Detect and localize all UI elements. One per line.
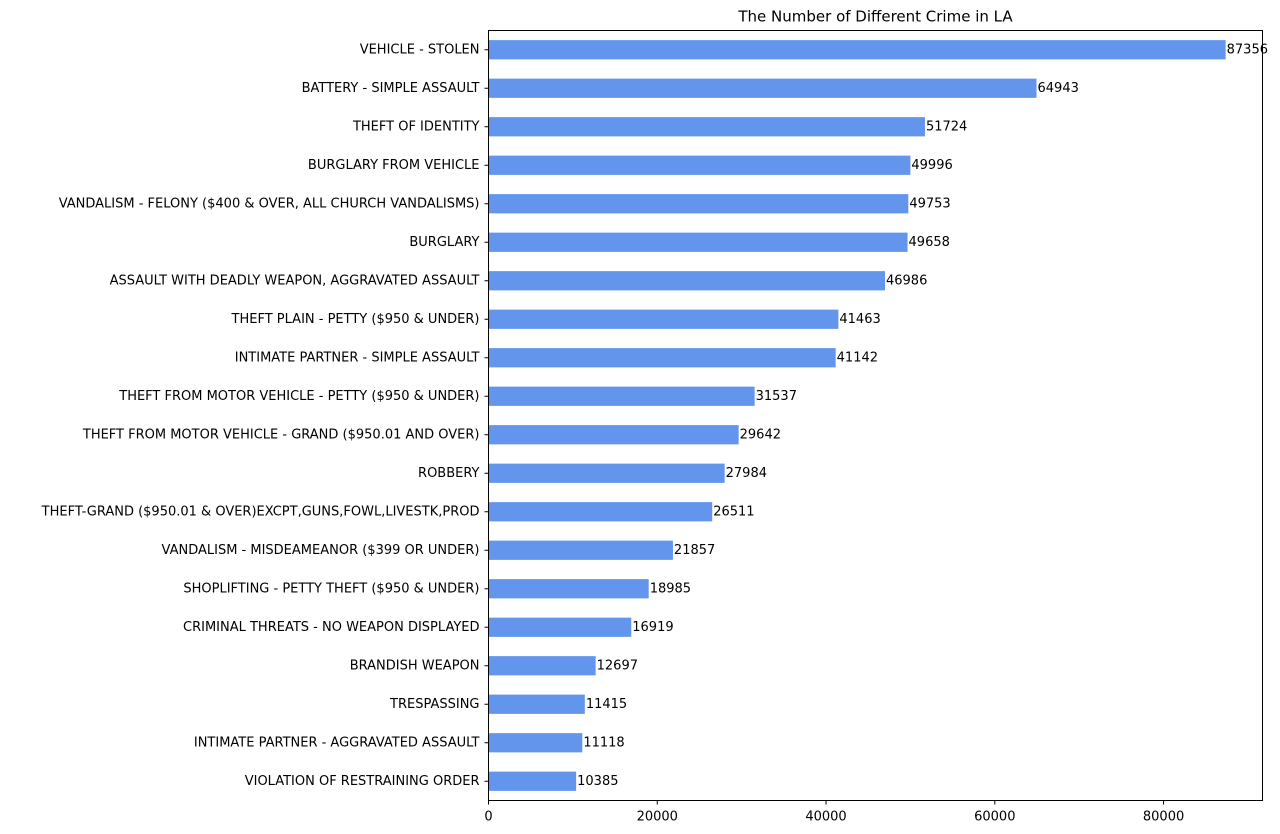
x-tick-label: 20000 bbox=[637, 810, 678, 825]
value-label: 64943 bbox=[1038, 81, 1079, 96]
bar bbox=[488, 617, 632, 637]
bars-group bbox=[488, 40, 1226, 791]
value-label: 87356 bbox=[1227, 42, 1268, 57]
category-label: THEFT FROM MOTOR VEHICLE - GRAND ($950.0… bbox=[82, 427, 480, 442]
value-label: 49658 bbox=[909, 235, 950, 250]
value-label: 29642 bbox=[740, 427, 781, 442]
category-label: THEFT PLAIN - PETTY ($950 & UNDER) bbox=[231, 312, 480, 327]
bar bbox=[488, 771, 577, 791]
bar bbox=[488, 232, 908, 252]
plot-frame bbox=[488, 30, 1263, 801]
x-tick-label: 0 bbox=[484, 810, 492, 825]
bar bbox=[488, 463, 725, 483]
bar bbox=[488, 78, 1037, 98]
value-label: 31537 bbox=[756, 389, 797, 404]
category-label: INTIMATE PARTNER - AGGRAVATED ASSAULT bbox=[194, 735, 480, 750]
value-labels-group: 87356 64943 51724 49996 49753 49658 46986 41463… bbox=[577, 42, 1268, 789]
x-tick-label: 40000 bbox=[805, 810, 846, 825]
bar bbox=[488, 309, 839, 329]
category-label: ROBBERY bbox=[418, 466, 480, 481]
bar bbox=[488, 733, 583, 753]
x-tick-label: 60000 bbox=[974, 810, 1015, 825]
value-label: 21857 bbox=[674, 543, 715, 558]
value-label: 18985 bbox=[650, 581, 691, 596]
bar bbox=[488, 271, 885, 291]
category-label: BURGLARY bbox=[409, 235, 479, 250]
value-label: 27984 bbox=[726, 466, 767, 481]
bar bbox=[488, 155, 911, 175]
chart-title: The Number of Different Crime in LA bbox=[737, 8, 1013, 26]
bar bbox=[488, 502, 713, 522]
value-label: 41463 bbox=[839, 312, 880, 327]
category-labels-group: VEHICLE - STOLEN BATTERY - SIMPLE ASSAULT… bbox=[41, 42, 489, 789]
category-label: THEFT-GRAND ($950.01 & OVER)EXCPT,GUNS,F… bbox=[41, 504, 480, 519]
category-label: VIOLATION OF RESTRAINING ORDER bbox=[245, 774, 480, 789]
value-label: 49996 bbox=[911, 158, 952, 173]
value-label: 11415 bbox=[586, 697, 627, 712]
category-label: VANDALISM - MISDEAMEANOR ($399 OR UNDER) bbox=[162, 543, 480, 558]
bar bbox=[488, 425, 739, 445]
value-label: 51724 bbox=[926, 119, 967, 134]
value-label: 41142 bbox=[837, 350, 878, 365]
value-label: 49753 bbox=[909, 196, 950, 211]
bar bbox=[488, 194, 909, 214]
category-label: THEFT OF IDENTITY bbox=[352, 119, 480, 134]
value-label: 26511 bbox=[713, 504, 754, 519]
category-label: BURGLARY FROM VEHICLE bbox=[308, 158, 480, 173]
category-label: BATTERY - SIMPLE ASSAULT bbox=[302, 81, 480, 96]
value-label: 10385 bbox=[577, 774, 618, 789]
value-label: 16919 bbox=[632, 620, 673, 635]
x-tick-label: 80000 bbox=[1143, 810, 1184, 825]
bar bbox=[488, 40, 1226, 60]
category-label: SHOPLIFTING - PETTY THEFT ($950 & UNDER) bbox=[183, 581, 479, 596]
value-label: 12697 bbox=[597, 658, 638, 673]
category-label: CRIMINAL THREATS - NO WEAPON DISPLAYED bbox=[183, 620, 480, 635]
category-label: VANDALISM - FELONY ($400 & OVER, ALL CHU… bbox=[59, 196, 480, 211]
bar bbox=[488, 117, 925, 137]
x-axis: 0 20000 40000 60000 80000 bbox=[484, 800, 1184, 825]
bar bbox=[488, 656, 596, 676]
category-label: ASSAULT WITH DEADLY WEAPON, AGGRAVATED A… bbox=[110, 273, 480, 288]
value-label: 11118 bbox=[583, 735, 624, 750]
bar bbox=[488, 348, 836, 368]
category-label: INTIMATE PARTNER - SIMPLE ASSAULT bbox=[235, 350, 480, 365]
category-label: BRANDISH WEAPON bbox=[350, 658, 480, 673]
bar bbox=[488, 386, 755, 406]
category-label: THEFT FROM MOTOR VEHICLE - PETTY ($950 &… bbox=[118, 389, 479, 404]
category-label: VEHICLE - STOLEN bbox=[360, 42, 480, 57]
bar bbox=[488, 579, 649, 599]
bar bbox=[488, 694, 585, 714]
bar bbox=[488, 540, 673, 560]
value-label: 46986 bbox=[886, 273, 927, 288]
category-label: TRESPASSING bbox=[389, 697, 479, 712]
